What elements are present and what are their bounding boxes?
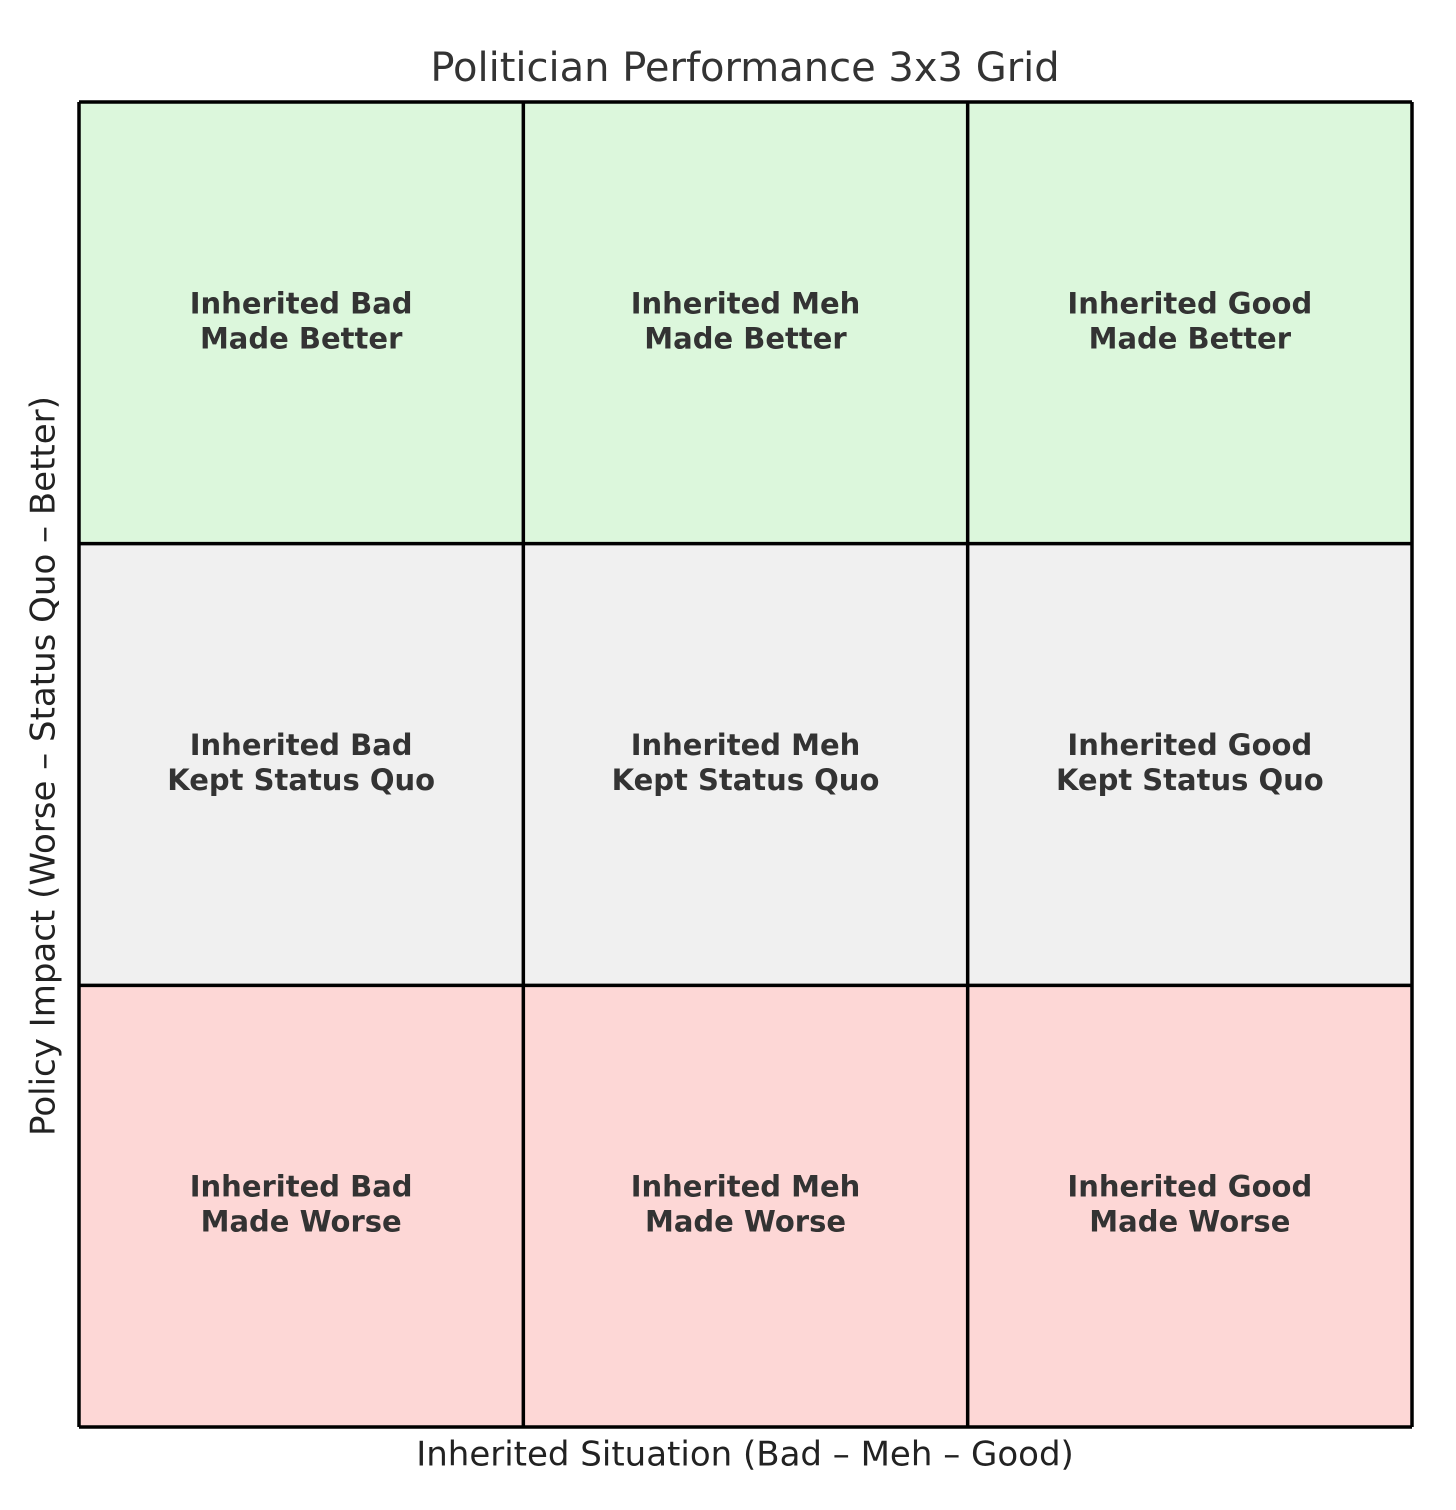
cell (967, 543, 1412, 986)
title: Politician Performance 3x3 Grid (430, 45, 1059, 91)
cell-label: Inherited Meh (631, 1170, 861, 1204)
cell (523, 985, 968, 1427)
cell-label: Made Worse (645, 1205, 846, 1239)
cell (79, 102, 524, 544)
cell-label: Inherited Good (1067, 1170, 1312, 1204)
cell-label: Inherited Good (1067, 728, 1312, 762)
cell-label: Inherited Meh (631, 728, 861, 762)
cell (523, 102, 968, 544)
y-axis-label: Policy Impact (Worse – Status Quo – Bett… (24, 396, 64, 1136)
cell-label: Inherited Meh (631, 286, 861, 320)
cell (967, 102, 1412, 544)
cell-label: Kept Status Quo (1056, 763, 1324, 797)
cell (79, 985, 524, 1427)
cell-label: Made Worse (201, 1205, 402, 1239)
cell-label: Made Better (200, 321, 403, 355)
cell (79, 543, 524, 986)
cell-label: Made Better (644, 321, 847, 355)
cell-label: Inherited Good (1067, 286, 1312, 320)
cell-label: Inherited Bad (190, 1170, 413, 1204)
cell-label: Kept Status Quo (167, 763, 435, 797)
cell (967, 985, 1412, 1427)
cell-label: Inherited Bad (190, 286, 413, 320)
cell-label: Made Worse (1089, 1205, 1290, 1239)
cell (523, 543, 968, 986)
x-axis-label: Inherited Situation (Bad – Meh – Good) (416, 1435, 1074, 1475)
cell-label: Made Better (1089, 321, 1292, 355)
cell-label: Kept Status Quo (612, 763, 880, 797)
cell-label: Inherited Bad (190, 728, 413, 762)
